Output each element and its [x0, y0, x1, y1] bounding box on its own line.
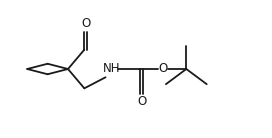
Text: O: O	[137, 95, 146, 108]
Text: NH: NH	[103, 62, 120, 75]
Text: O: O	[159, 62, 168, 75]
Text: O: O	[81, 17, 91, 30]
